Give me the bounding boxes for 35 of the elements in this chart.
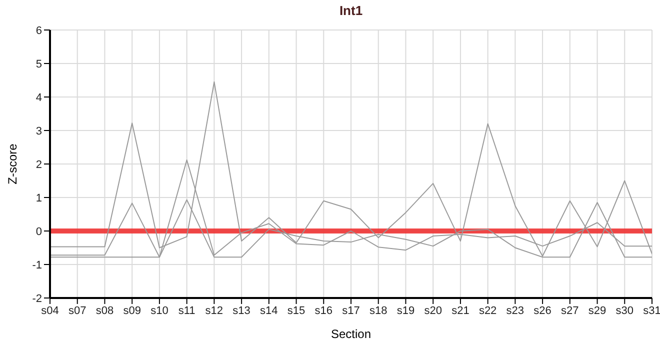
y-tick-label: -1	[32, 259, 42, 272]
x-tick-label: s31	[643, 304, 660, 317]
x-tick-label: s30	[616, 304, 634, 317]
y-tick-label: 0	[36, 226, 42, 238]
x-tick-label: s11	[178, 304, 196, 317]
x-tick-label: s12	[205, 304, 224, 317]
x-tick-label: s21	[452, 304, 470, 317]
y-tick-label: 2	[36, 158, 42, 171]
y-axis-title: Z-score	[5, 143, 20, 184]
y-tick-label: 3	[36, 125, 42, 138]
x-axis-title: Section	[330, 327, 372, 341]
x-tick-label: s14	[260, 304, 278, 317]
y-tick-label: -2	[32, 292, 42, 305]
x-tick-label: s18	[369, 304, 388, 317]
x-tick-label: s13	[232, 304, 250, 317]
x-tick-label: s17	[342, 304, 360, 317]
y-tick-label: 6	[36, 24, 42, 37]
x-tick-label: s15	[287, 304, 306, 317]
x-tick-label: s29	[588, 304, 606, 317]
x-tick-label: s04	[41, 304, 59, 317]
x-tick-label: s07	[68, 304, 86, 317]
x-tick-label: s20	[424, 304, 442, 317]
y-tick-label: 5	[36, 58, 42, 70]
x-tick-label: s23	[506, 304, 524, 317]
x-tick-label: s16	[314, 304, 333, 317]
y-tick-label: 1	[36, 192, 42, 204]
x-tick-label: s27	[561, 304, 579, 317]
chart-title: Int1	[338, 3, 364, 18]
x-tick-label: s22	[478, 304, 497, 317]
y-tick-label: 4	[36, 92, 42, 104]
x-tick-label: s08	[96, 304, 114, 317]
x-tick-label: s09	[123, 304, 141, 317]
x-tick-label: s26	[534, 304, 552, 317]
x-tick-label: s10	[150, 304, 168, 317]
x-tick-label: s19	[396, 304, 415, 317]
